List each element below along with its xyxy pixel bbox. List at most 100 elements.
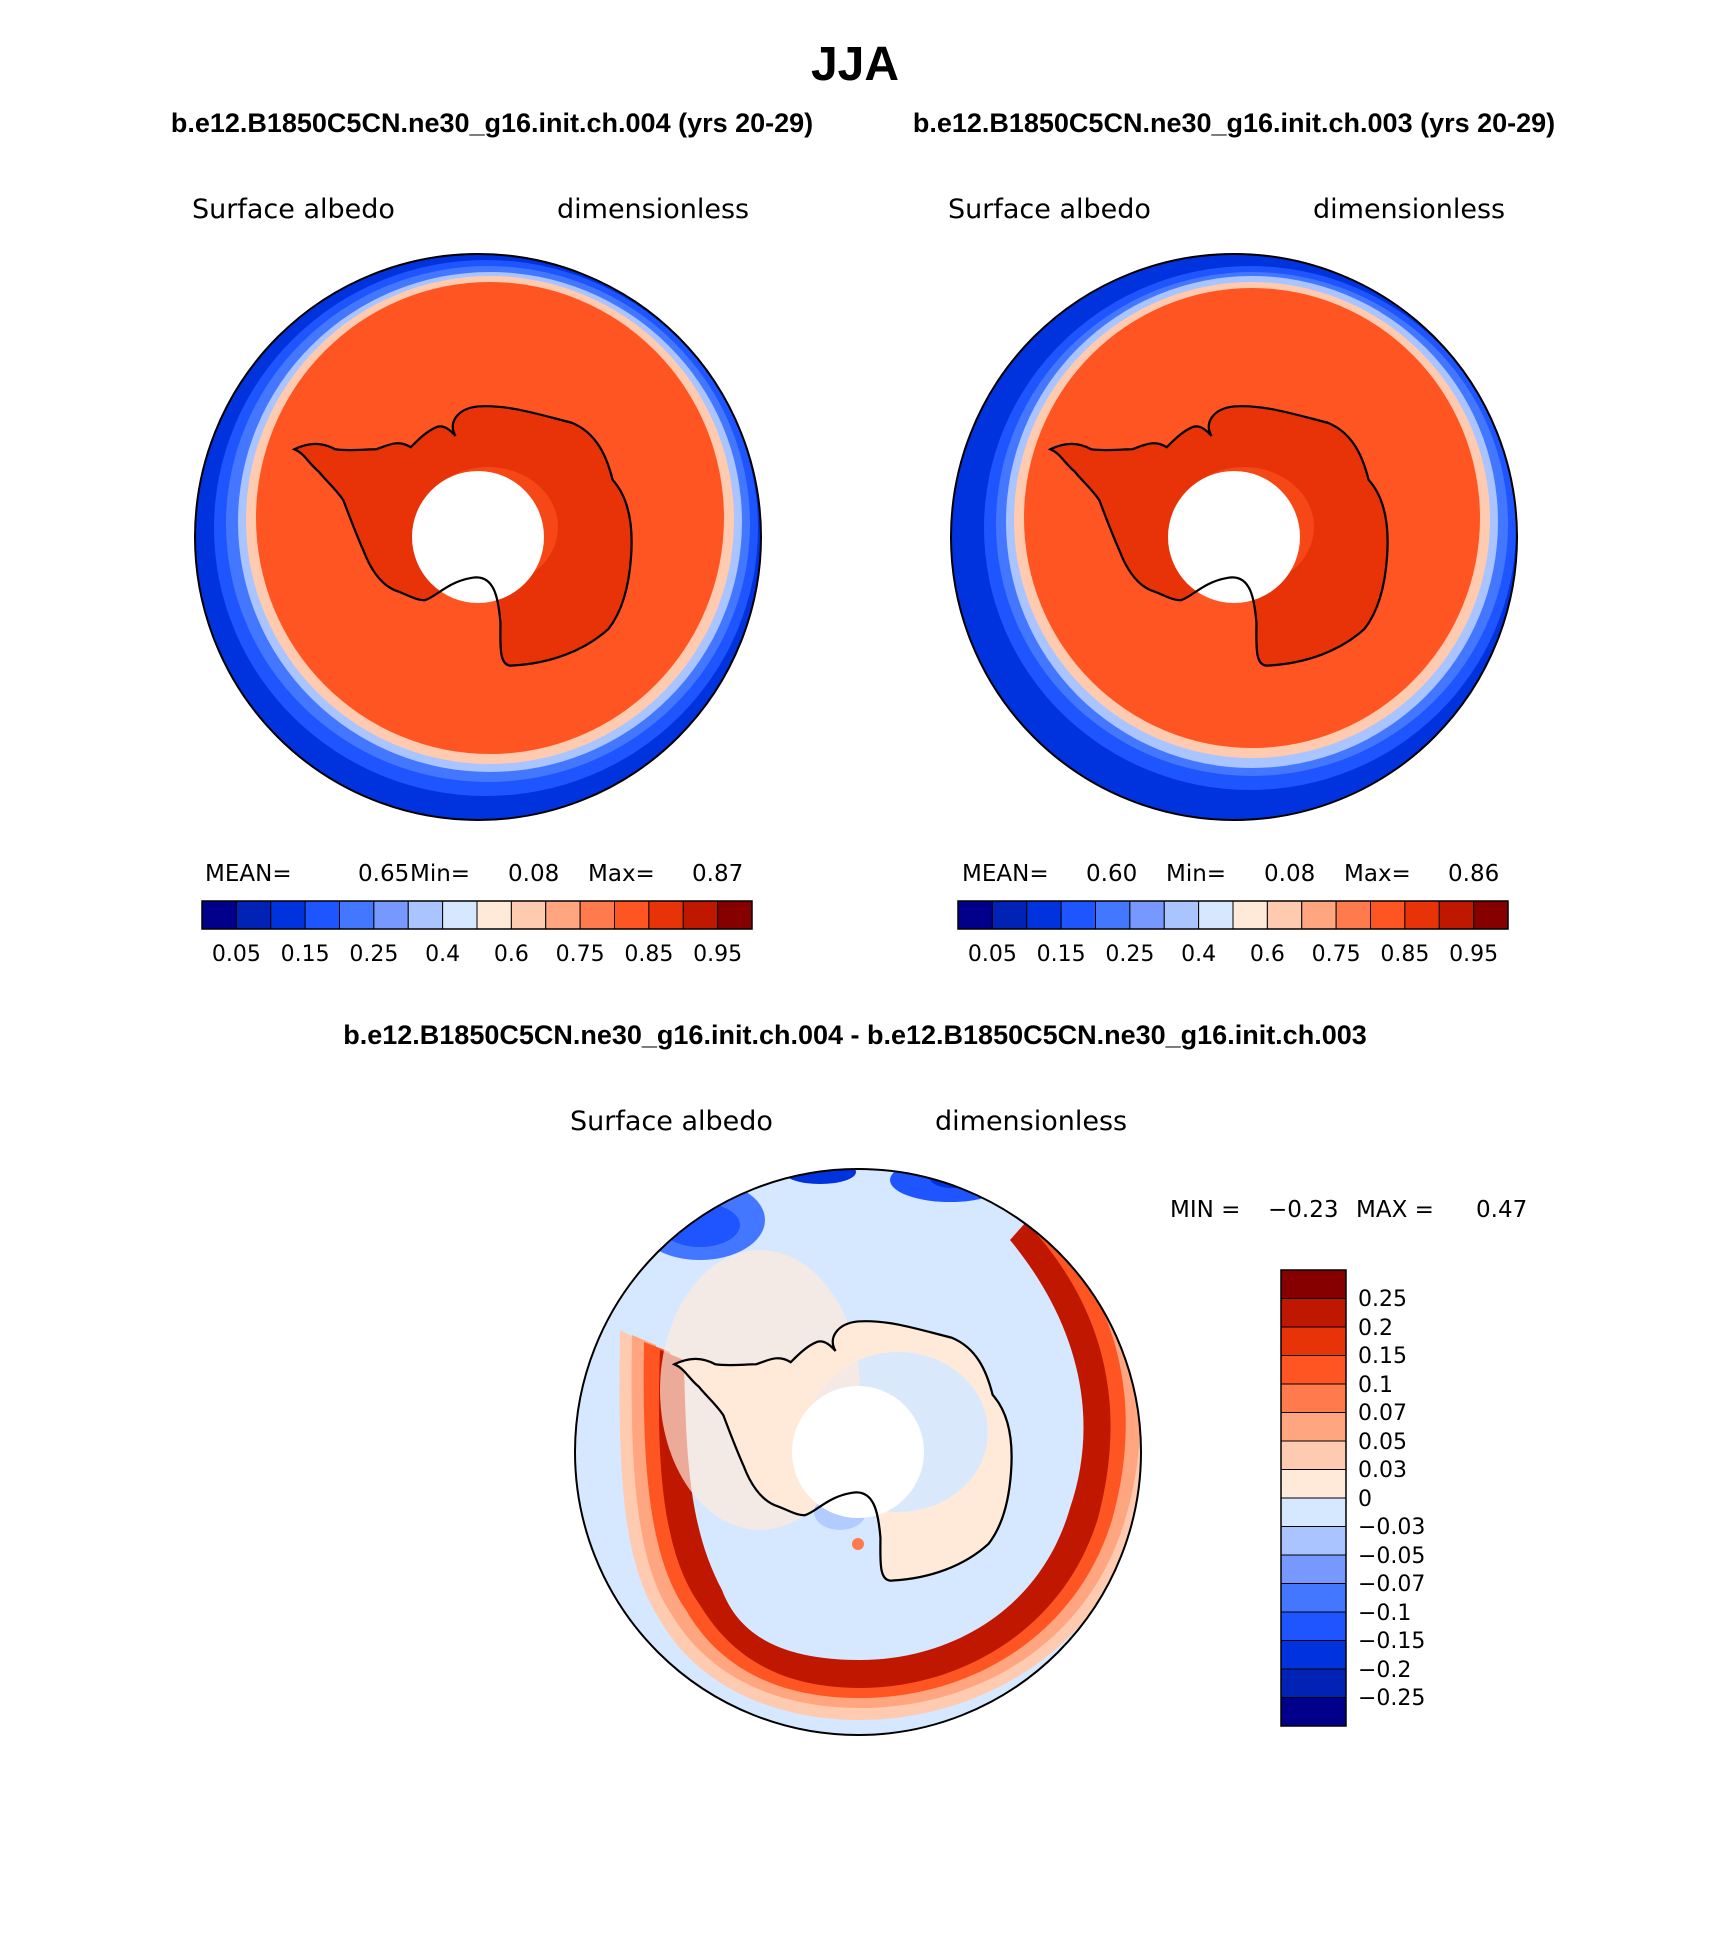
colorbar-a-cell: [614, 900, 650, 930]
diff-colorbar-label: 0.05: [1358, 1430, 1407, 1455]
diff-colorbar-cell: [1280, 1440, 1347, 1470]
colorbar-b-label: 0.85: [1380, 942, 1429, 967]
colorbar-a-cell: [682, 900, 719, 930]
diff-colorbar-cell: [1280, 1611, 1347, 1641]
colorbar-b-label: 0.6: [1250, 942, 1285, 967]
diff-colorbar-label: −0.15: [1358, 1629, 1425, 1654]
diff-max-value: 0.47: [1476, 1197, 1527, 1223]
diff-map: [574, 1168, 1142, 1736]
colorbar-b-cell: [1473, 900, 1509, 930]
diff-colorbar-cell: [1280, 1640, 1347, 1670]
colorbar-b-label: 0.05: [968, 942, 1017, 967]
colorbar-b-cell: [1095, 900, 1131, 930]
panel-a-max-value: 0.87: [692, 861, 743, 887]
diff-colorbar-label: 0.2: [1358, 1316, 1393, 1341]
panel-a-min-value: 0.08: [508, 861, 559, 887]
diff-colorbar-label: 0.25: [1358, 1287, 1407, 1312]
colorbar-a-cell: [579, 900, 615, 930]
colorbar-a-cell: [407, 900, 444, 930]
panel-a-colorbar: 0.05 0.15 0.25 0.4 0.6 0.75 0.85 0.95: [201, 900, 753, 967]
diff-colorbar-cell: [1280, 1298, 1347, 1328]
colorbar-b-label: 0.4: [1181, 942, 1216, 967]
diff-colorbar-cell: [1280, 1269, 1347, 1299]
diff-colorbar-cell: [1280, 1526, 1347, 1556]
colorbar-a-label: 0.95: [693, 942, 742, 967]
colorbar-b-cell: [1404, 900, 1440, 930]
colorbar-b-label: 0.25: [1105, 942, 1154, 967]
panel-b-max-label: Max=: [1344, 861, 1411, 887]
panel-b-case-title: b.e12.B1850C5CN.ne30_g16.init.ch.003 (yr…: [913, 108, 1555, 138]
diff-colorbar-label: −0.07: [1358, 1572, 1425, 1597]
panel-a-case-title: b.e12.B1850C5CN.ne30_g16.init.ch.004 (yr…: [171, 108, 813, 138]
colorbar-a-cell: [373, 900, 409, 930]
diff-colorbar-label: 0.1: [1358, 1373, 1393, 1398]
colorbar-a-label: 0.85: [624, 942, 673, 967]
panel-a-variable: Surface albedo: [192, 194, 395, 225]
colorbar-a-cell: [304, 900, 340, 930]
panel-b-units: dimensionless: [1313, 194, 1505, 225]
diff-colorbar-cell: [1280, 1583, 1347, 1613]
panel-a-units: dimensionless: [557, 194, 749, 225]
colorbar-a-label: 0.25: [349, 942, 398, 967]
diff-colorbar-label: 0.07: [1358, 1401, 1407, 1426]
diff-min-label: MIN =: [1170, 1197, 1240, 1223]
diff-colorbar-cell: [1280, 1554, 1347, 1584]
colorbar-a-cell: [270, 900, 306, 930]
diff-colorbar-cell: [1280, 1412, 1347, 1442]
colorbar-b-cell: [1438, 900, 1475, 930]
panel-a-max-label: Max=: [588, 861, 655, 887]
panel-b-map: [950, 253, 1518, 821]
colorbar-a-cell: [339, 900, 375, 930]
colorbar-a-cell: [442, 900, 478, 930]
diff-title: b.e12.B1850C5CN.ne30_g16.init.ch.004 - b…: [343, 1020, 1367, 1050]
colorbar-b-label: 0.75: [1312, 942, 1361, 967]
colorbar-b-cell: [1370, 900, 1406, 930]
colorbar-b-cell: [1335, 900, 1371, 930]
diff-colorbar-label: 0.15: [1358, 1344, 1407, 1369]
colorbar-b-label: 0.95: [1449, 942, 1498, 967]
diff-colorbar-label: −0.05: [1358, 1544, 1425, 1569]
colorbar-b-cell: [1026, 900, 1062, 930]
colorbar-a-label: 0.05: [212, 942, 261, 967]
colorbar-b-cell: [1301, 900, 1337, 930]
colorbar-a-label: 0.15: [281, 942, 330, 967]
diff-colorbar: 0.25 0.2 0.15 0.1 0.07 0.05 0.03 0 −0.03…: [1280, 1269, 1425, 1727]
diff-colorbar-label: −0.1: [1358, 1601, 1411, 1626]
diff-colorbar-label: −0.25: [1358, 1686, 1425, 1711]
colorbar-a-cell: [648, 900, 684, 930]
colorbar-b-cell: [991, 900, 1028, 930]
colorbar-b-cell: [1163, 900, 1200, 930]
diff-max-label: MAX =: [1356, 1197, 1434, 1223]
diff-colorbar-cell: [1280, 1326, 1347, 1356]
main-title: JJA: [811, 38, 899, 91]
panel-a-mean-label: MEAN=: [205, 861, 292, 887]
colorbar-b-cell: [957, 900, 993, 930]
colorbar-a-cell: [510, 900, 547, 930]
panel-a-map: [194, 253, 762, 821]
panel-b-min-label: Min=: [1166, 861, 1226, 887]
colorbar-b-cell: [1198, 900, 1234, 930]
diff-colorbar-label: 0: [1358, 1487, 1372, 1512]
panel-b-mean-label: MEAN=: [962, 861, 1049, 887]
diff-min-value: −0.23: [1268, 1197, 1338, 1223]
panel-b-mean-value: 0.60: [1086, 861, 1137, 887]
colorbar-b-cell: [1266, 900, 1303, 930]
panel-a-min-label: Min=: [410, 861, 470, 887]
diff-variable: Surface albedo: [570, 1106, 773, 1137]
diff-colorbar-cell: [1280, 1668, 1347, 1698]
diff-colorbar-cell: [1280, 1469, 1347, 1499]
diff-colorbar-label: −0.2: [1358, 1658, 1411, 1683]
colorbar-a-cell: [201, 900, 237, 930]
colorbar-b-label: 0.15: [1037, 942, 1086, 967]
colorbar-a-label: 0.6: [494, 942, 529, 967]
colorbar-a-label: 0.4: [425, 942, 460, 967]
colorbar-a-cell: [235, 900, 272, 930]
colorbar-a-cell: [476, 900, 512, 930]
diff-colorbar-cell: [1280, 1383, 1347, 1413]
panel-b-variable: Surface albedo: [948, 194, 1151, 225]
diff-colorbar-label: 0.03: [1358, 1458, 1407, 1483]
panel-a-mean-value: 0.65: [358, 861, 409, 887]
diff-colorbar-cell: [1280, 1497, 1347, 1527]
diff-colorbar-cell: [1280, 1697, 1347, 1727]
colorbar-b-cell: [1060, 900, 1096, 930]
